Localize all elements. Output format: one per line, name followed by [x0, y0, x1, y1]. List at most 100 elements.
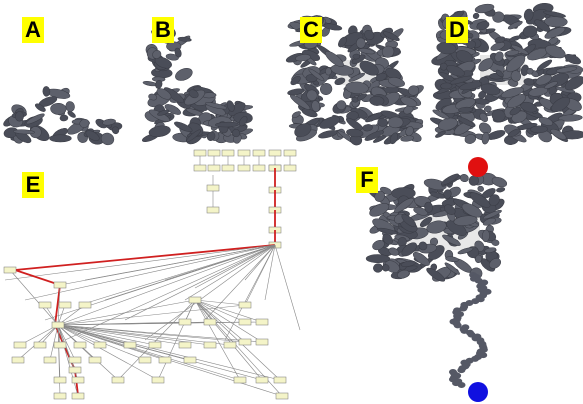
node	[54, 342, 66, 348]
blob	[563, 52, 582, 66]
node	[239, 302, 251, 308]
edge	[10, 270, 58, 325]
blob	[458, 382, 466, 388]
node	[253, 165, 265, 171]
node	[179, 319, 191, 325]
node	[238, 165, 250, 171]
edge	[58, 325, 280, 380]
node	[94, 342, 106, 348]
blob	[356, 38, 365, 48]
node	[204, 342, 216, 348]
node	[194, 150, 206, 156]
node	[52, 322, 64, 328]
node	[239, 339, 251, 345]
edge	[195, 300, 245, 342]
blob	[472, 12, 480, 20]
path-edge	[15, 270, 60, 285]
node	[54, 393, 66, 399]
node	[159, 357, 171, 363]
node	[194, 165, 206, 171]
node	[34, 342, 46, 348]
node	[152, 377, 164, 383]
blob	[49, 135, 71, 142]
end-point	[468, 382, 488, 402]
panel-label: B	[155, 17, 171, 42]
blob	[353, 54, 360, 60]
tree-diagram	[4, 150, 300, 399]
node	[222, 165, 234, 171]
panel-label: D	[449, 17, 465, 42]
node	[124, 342, 136, 348]
node	[276, 393, 288, 399]
blob	[388, 117, 403, 128]
blob	[65, 101, 76, 113]
node	[204, 319, 216, 325]
node	[69, 367, 81, 373]
node	[112, 377, 124, 383]
node	[69, 357, 81, 363]
panel-label: A	[25, 17, 41, 42]
node	[54, 282, 66, 288]
node	[284, 150, 296, 156]
node	[72, 393, 84, 399]
node	[184, 357, 196, 363]
blob	[378, 118, 388, 126]
node	[179, 342, 191, 348]
panel-label: E	[26, 172, 41, 197]
node	[224, 342, 236, 348]
edge	[58, 245, 275, 325]
blob	[60, 115, 69, 122]
edge	[58, 325, 155, 345]
blob	[491, 239, 499, 246]
node	[139, 357, 151, 363]
node	[253, 150, 265, 156]
node	[238, 150, 250, 156]
blob	[382, 264, 390, 272]
node	[239, 319, 251, 325]
blob	[496, 187, 505, 193]
blob	[457, 367, 465, 373]
node	[256, 377, 268, 383]
node	[234, 377, 246, 383]
blob	[215, 122, 238, 127]
node	[59, 302, 71, 308]
node	[12, 357, 24, 363]
node	[189, 297, 201, 303]
page: A B C D E F (() => { const data = JSON.p…	[0, 0, 583, 404]
node	[284, 165, 296, 171]
blob	[174, 66, 195, 83]
node	[207, 185, 219, 191]
node	[256, 339, 268, 345]
node	[207, 207, 219, 213]
node	[208, 165, 220, 171]
blob	[366, 255, 390, 263]
node	[269, 150, 281, 156]
node	[222, 150, 234, 156]
blob	[43, 86, 51, 96]
node	[54, 377, 66, 383]
node	[208, 150, 220, 156]
node	[39, 302, 51, 308]
node	[72, 377, 84, 383]
blob	[458, 107, 472, 113]
node	[74, 342, 86, 348]
blob	[99, 131, 115, 147]
figure: A B C D E F	[0, 0, 583, 404]
node	[44, 357, 56, 363]
node	[89, 357, 101, 363]
blob	[477, 185, 485, 192]
blob	[481, 132, 490, 145]
blob	[372, 262, 384, 273]
node	[4, 267, 16, 273]
edge	[265, 245, 275, 300]
node	[79, 302, 91, 308]
edge	[225, 245, 275, 340]
blob	[50, 103, 66, 115]
edge	[275, 245, 300, 330]
node	[256, 319, 268, 325]
start-point	[468, 157, 488, 177]
panel-label: F	[360, 167, 373, 192]
node	[149, 342, 161, 348]
edge	[195, 300, 262, 380]
node	[14, 342, 26, 348]
